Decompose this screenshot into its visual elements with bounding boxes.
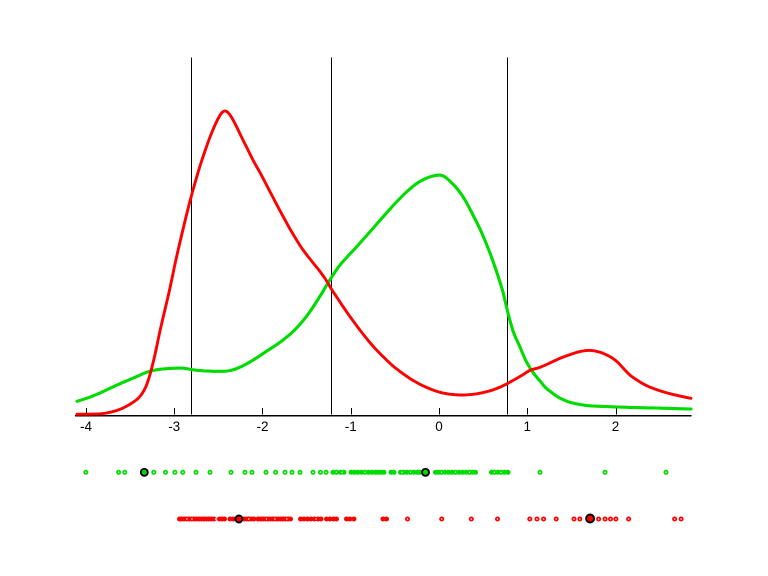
svg-text:-4: -4 — [80, 419, 92, 434]
svg-text:2: 2 — [612, 419, 620, 434]
svg-text:-1: -1 — [345, 419, 357, 434]
svg-text:-3: -3 — [168, 419, 180, 434]
svg-text:-2: -2 — [256, 419, 268, 434]
svg-text:1: 1 — [523, 419, 531, 434]
svg-text:0: 0 — [435, 419, 443, 434]
